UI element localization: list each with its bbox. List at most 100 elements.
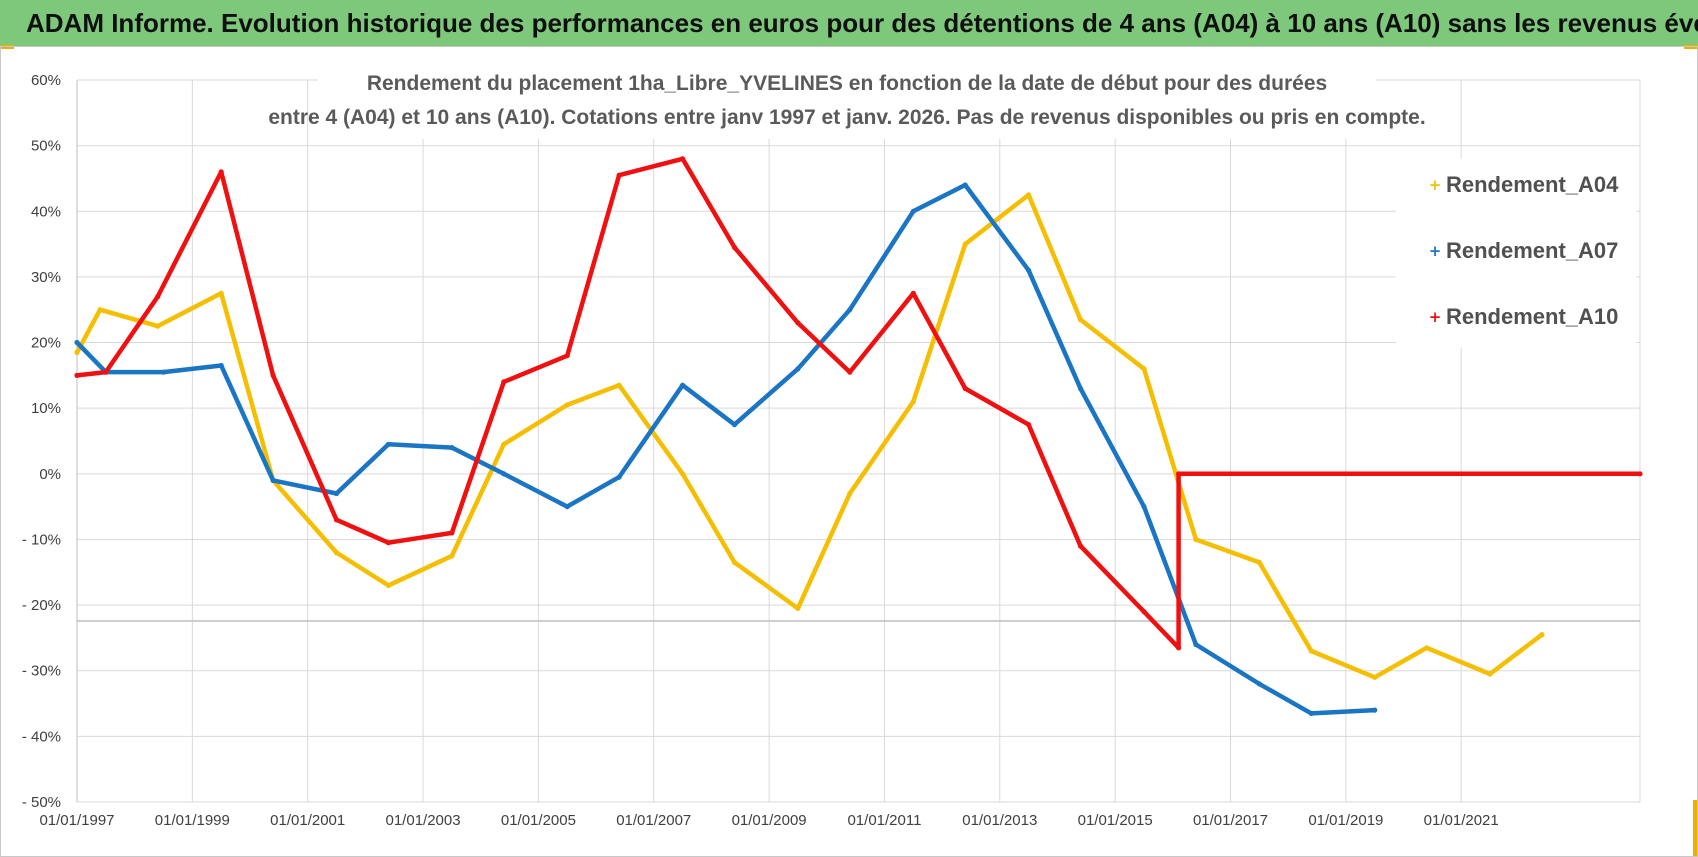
data-point (910, 399, 916, 405)
data-point (1424, 645, 1430, 651)
y-tick-label: 40% (31, 203, 61, 220)
x-tick-label: 01/01/2001 (270, 812, 345, 829)
series-line (74, 182, 1377, 716)
legend-label: Rendement_A04 (1446, 172, 1619, 197)
legend-marker: + (1429, 308, 1442, 326)
data-point (1141, 366, 1147, 372)
data-point (333, 550, 340, 556)
data-point (910, 208, 916, 214)
data-point (97, 307, 103, 313)
x-tick-label: 01/01/2021 (1424, 812, 1499, 829)
data-point (155, 294, 161, 300)
data-point (1637, 471, 1643, 477)
data-point (795, 366, 801, 372)
data-point (155, 323, 161, 329)
y-tick-label: 60% (31, 72, 61, 89)
data-point (1026, 192, 1032, 198)
corner-accent-top-left (0, 45, 14, 49)
data-point (1256, 681, 1262, 687)
data-point (74, 372, 80, 378)
data-point (1141, 504, 1147, 510)
x-tick-label: 01/01/2017 (1193, 812, 1268, 829)
data-point (1077, 317, 1084, 323)
data-point (1077, 385, 1084, 392)
y-tick-label: 50% (31, 138, 61, 155)
data-point (160, 369, 167, 375)
data-point (962, 241, 968, 247)
data-point (616, 474, 622, 480)
data-point (1141, 609, 1147, 615)
data-point (1372, 674, 1378, 680)
data-point (731, 244, 738, 250)
data-point (1308, 710, 1314, 717)
y-tick-label: - 10% (22, 531, 61, 548)
series-rendement-a10 (74, 156, 1643, 651)
data-point (449, 553, 455, 559)
data-point (1176, 645, 1182, 651)
legend-marker: + (1429, 176, 1442, 194)
x-tick-label: 01/01/2003 (386, 812, 461, 829)
data-point (1193, 641, 1199, 648)
x-tick-label: 01/01/2013 (962, 812, 1037, 829)
x-tick-label: 01/01/2011 (847, 812, 921, 829)
data-point (847, 307, 853, 313)
data-point (1077, 543, 1084, 549)
data-point (795, 320, 801, 326)
data-point (564, 353, 570, 359)
legend-label: Rendement_A07 (1446, 238, 1618, 263)
data-point (1308, 648, 1314, 654)
y-tick-label: 30% (31, 269, 61, 286)
legend-label: Rendement_A10 (1446, 304, 1618, 329)
data-point (564, 504, 570, 510)
data-point (1176, 471, 1182, 477)
data-point (333, 490, 340, 497)
data-point (680, 471, 686, 477)
data-point (847, 490, 853, 497)
data-point (74, 349, 80, 355)
chart-title: Rendement du placement 1ha_Libre_YVELINE… (367, 72, 1327, 95)
corner-accent-bottom-right (1693, 800, 1698, 857)
data-point (962, 385, 968, 392)
data-point (501, 379, 507, 385)
data-point (501, 441, 507, 447)
data-point (847, 369, 853, 375)
data-point (333, 517, 340, 523)
y-tick-label: 0% (39, 466, 61, 483)
x-tick-label: 01/01/2005 (501, 812, 576, 829)
data-point (218, 290, 224, 296)
data-point (1026, 267, 1032, 273)
data-point (449, 530, 455, 536)
x-tick-label: 01/01/2019 (1308, 812, 1383, 829)
chart-subtitle: entre 4 (A04) et 10 ans (A10). Cotations… (268, 106, 1425, 129)
series-rendement-a04 (74, 192, 1545, 680)
y-tick-label: - 50% (22, 794, 61, 811)
corner-accent-top-right (1684, 45, 1698, 49)
data-point (449, 445, 455, 451)
data-point (270, 477, 276, 483)
data-point (564, 402, 570, 408)
x-axis-ticks: 01/01/1997 01/01/1999 01/01/2001 01/01/2003… (39, 812, 1498, 829)
x-tick-label: 01/01/1997 (39, 812, 114, 829)
y-tick-label: - 20% (22, 597, 61, 614)
x-tick-label: 01/01/1999 (155, 812, 230, 829)
x-tick-label: 01/01/2015 (1078, 812, 1153, 829)
data-point (731, 559, 738, 566)
legend-background (1396, 158, 1636, 348)
x-tick-label: 01/01/2007 (616, 812, 691, 829)
data-point (1193, 536, 1199, 543)
data-point (385, 441, 391, 447)
y-tick-label: 20% (31, 335, 61, 352)
data-point (1539, 632, 1545, 638)
banner-title: ADAM Informe. Evolution historique des p… (0, 0, 1698, 46)
series-rendement-a07 (74, 182, 1378, 717)
data-point (385, 582, 391, 589)
data-point (1372, 707, 1378, 713)
data-point (616, 172, 622, 178)
y-tick-label: 10% (31, 400, 61, 417)
data-point (616, 382, 622, 388)
title-background (318, 63, 1376, 139)
data-point (218, 362, 224, 369)
series-lines (74, 156, 1643, 717)
data-point (1026, 422, 1032, 428)
data-point (385, 540, 391, 546)
